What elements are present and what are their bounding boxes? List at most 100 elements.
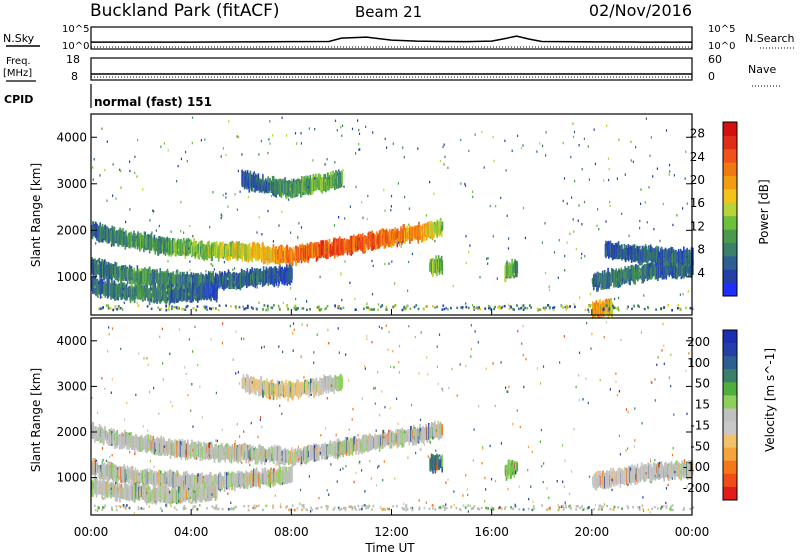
scatter-cell (634, 249, 637, 261)
speckle (177, 248, 180, 252)
speckle (358, 128, 360, 132)
near-range-scatter (175, 306, 178, 309)
speckle (474, 133, 476, 136)
speckle (245, 254, 247, 257)
near-range-scatter (337, 305, 339, 308)
scatter-cell (111, 435, 113, 445)
near-range-scatter (403, 305, 406, 309)
near-range-scatter (230, 305, 232, 308)
nsky-frame (90, 26, 693, 50)
near-range-scatter (494, 305, 496, 309)
speckle (668, 163, 671, 167)
speckle (563, 177, 566, 180)
speckle (340, 126, 342, 129)
near-range-scatter (562, 306, 565, 309)
speckle (639, 219, 641, 223)
near-range-scatter (385, 305, 388, 309)
near-range-scatter (560, 305, 563, 308)
speckle (662, 202, 664, 206)
speckle (614, 306, 616, 309)
speckle (391, 260, 393, 263)
speckle (398, 241, 400, 244)
speckle (167, 260, 169, 263)
speckle (334, 119, 337, 122)
speckle (95, 242, 97, 245)
speckle (191, 116, 194, 119)
near-range-scatter (178, 307, 180, 310)
near-range-scatter (339, 307, 342, 310)
near-range-scatter (626, 307, 629, 310)
scatter-cell (321, 180, 324, 190)
speckle (269, 120, 271, 123)
near-range-scatter (170, 307, 173, 311)
speckle (237, 169, 239, 173)
speckle (312, 159, 314, 162)
near-range-scatter (334, 305, 337, 309)
speckle (344, 217, 346, 220)
speckle (392, 142, 394, 145)
near-range-scatter (522, 308, 525, 311)
speckle (212, 264, 214, 267)
near-range-scatter (195, 308, 198, 312)
speckle (290, 287, 292, 290)
near-range-scatter (266, 308, 269, 312)
scatter-cell (203, 244, 205, 262)
near-range-scatter (503, 304, 506, 308)
near-range-scatter (160, 307, 163, 311)
near-range-scatter (263, 304, 266, 307)
speckle (358, 148, 360, 151)
speckle (408, 207, 411, 210)
near-range-scatter (474, 307, 476, 310)
power-colorbar-swatch (723, 255, 737, 270)
speckle (492, 235, 494, 238)
speckle (508, 276, 510, 279)
speckle (252, 189, 255, 192)
speckle (469, 244, 471, 247)
near-range-scatter (637, 304, 639, 307)
speckle (386, 146, 388, 149)
near-range-scatter (114, 307, 117, 310)
speckle (443, 143, 445, 146)
speckle (338, 169, 340, 172)
near-range-scatter (473, 306, 475, 309)
speckle (487, 262, 489, 265)
near-range-scatter (497, 306, 500, 309)
speckle (572, 122, 574, 125)
speckle (225, 192, 227, 195)
scatter-cell (257, 246, 260, 262)
speckle (158, 224, 160, 228)
speckle (181, 308, 183, 311)
near-range-scatter (441, 308, 444, 311)
speckle (487, 257, 489, 260)
speckle (584, 255, 586, 258)
speckle (300, 226, 303, 229)
near-range-scatter (565, 308, 568, 311)
near-range-scatter (168, 305, 171, 309)
near-range-scatter (186, 304, 189, 308)
speckle (390, 209, 392, 212)
speckle (337, 183, 339, 186)
near-range-scatter (671, 309, 673, 312)
near-range-scatter (616, 307, 618, 310)
speckle (119, 168, 121, 171)
beam-title: Beam 21 (355, 3, 422, 21)
near-range-scatter (547, 304, 550, 307)
scatter-cell (131, 238, 133, 246)
speckle (522, 144, 524, 147)
speckle (489, 204, 491, 208)
speckle (355, 152, 357, 155)
speckle (464, 182, 466, 186)
near-range-scatter (265, 308, 268, 312)
speckle (616, 177, 618, 180)
near-range-scatter (245, 307, 247, 310)
speckle (429, 236, 432, 239)
speckle (628, 234, 630, 237)
scatter-cell (387, 433, 389, 443)
near-range-scatter (574, 305, 576, 309)
near-range-scatter (638, 305, 640, 308)
near-range-scatter (99, 307, 102, 311)
speckle (180, 229, 182, 233)
speckle (570, 155, 572, 159)
speckle (686, 202, 688, 205)
